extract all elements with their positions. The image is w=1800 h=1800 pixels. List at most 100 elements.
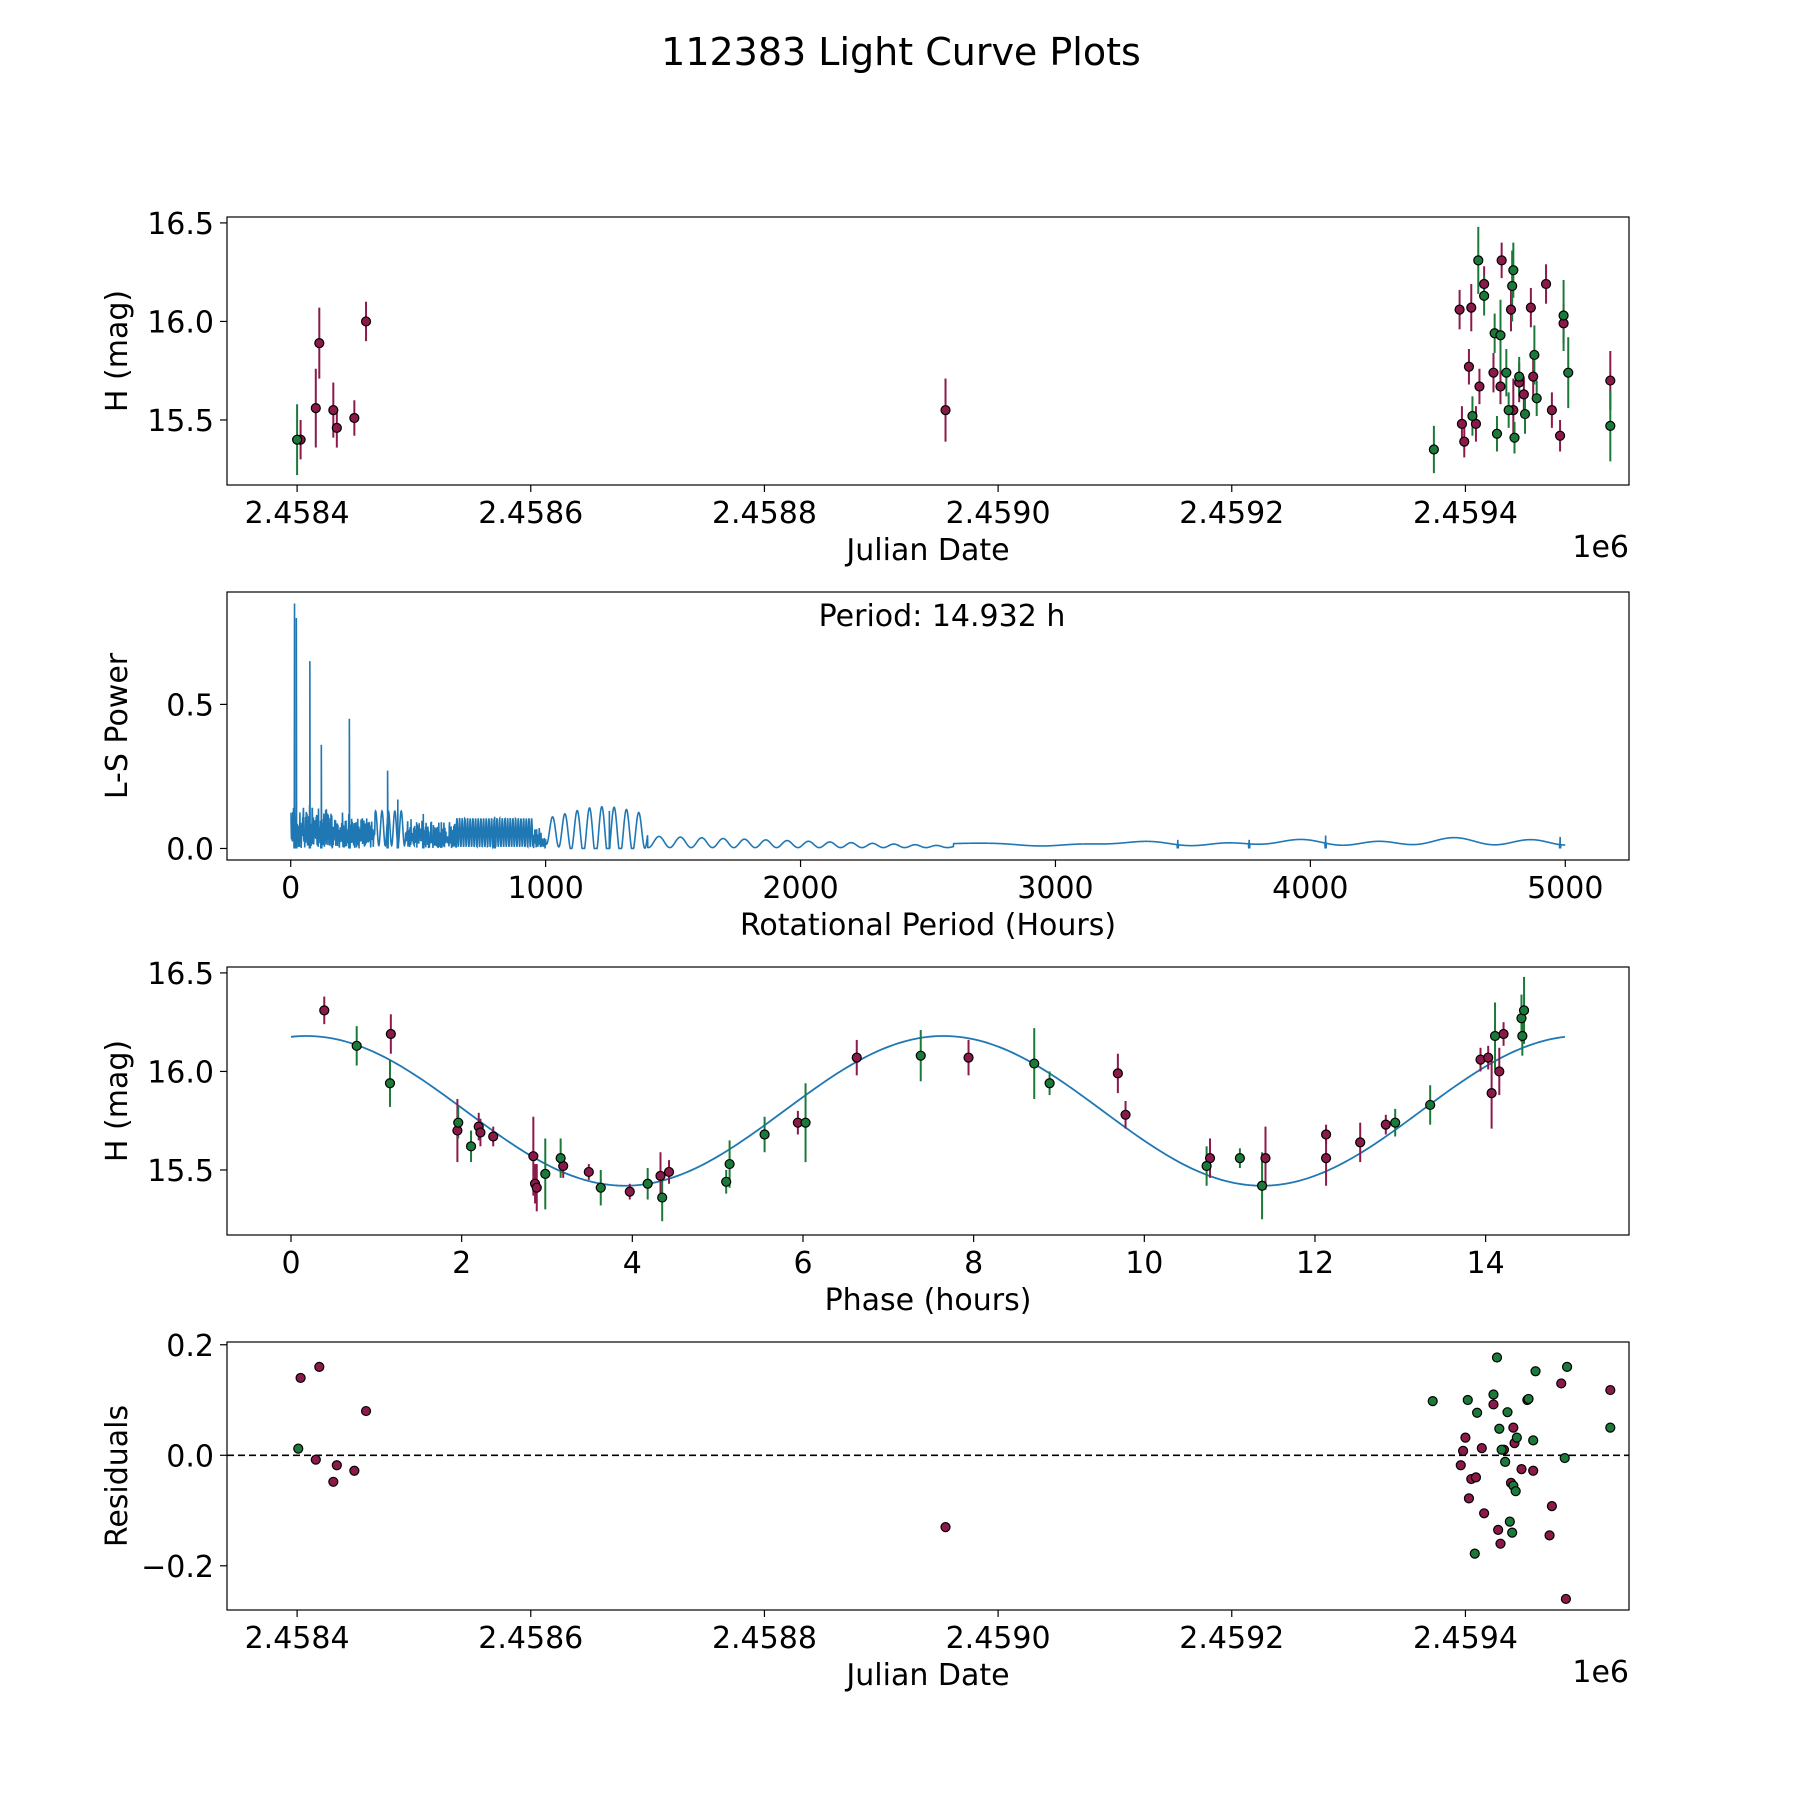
green-point [1500, 1456, 1511, 1468]
red-point [1120, 1109, 1131, 1120]
red-point [1463, 1493, 1475, 1504]
green-point [540, 1168, 551, 1180]
red-point [1528, 371, 1539, 382]
red-point [1518, 389, 1529, 400]
red-point [1546, 1501, 1557, 1512]
red-point [624, 1186, 635, 1197]
red-point [1488, 1399, 1499, 1410]
green-point [800, 1117, 811, 1128]
red-point [360, 316, 372, 327]
x-tick-label: 10 [1125, 1246, 1163, 1281]
plot-area [290, 976, 1566, 1222]
red-point [1320, 1153, 1332, 1164]
green-point [1256, 1180, 1268, 1191]
green-point [1496, 1444, 1507, 1455]
green-point [1472, 1407, 1483, 1418]
red-point [1463, 361, 1475, 372]
green-point [1563, 367, 1574, 378]
green-point [1201, 1160, 1212, 1172]
plot-area [292, 226, 1616, 476]
red-point [531, 1182, 542, 1193]
red-point [1454, 304, 1465, 315]
x-tick-label: 0 [281, 1246, 300, 1281]
x-tick-label: 2.4588 [712, 1621, 817, 1656]
green-point [1044, 1078, 1055, 1089]
x-axis-label: Julian Date [844, 1658, 1009, 1693]
x-tick-label: 2.4594 [1413, 496, 1518, 531]
axes-frame [226, 1341, 1630, 1611]
red-point [1540, 278, 1552, 290]
x-tick-label: 2.4584 [245, 1621, 350, 1656]
y-tick-label: 16.0 [147, 1055, 214, 1090]
red-point [1528, 1465, 1539, 1476]
axes-frame [226, 216, 1630, 486]
green-point [384, 1078, 396, 1089]
green-point [1523, 1393, 1534, 1405]
axes-frame [226, 591, 1630, 861]
green-point [642, 1178, 653, 1189]
red-point [310, 403, 321, 414]
red-point [319, 1005, 330, 1016]
x-tick-label: 1000 [507, 871, 583, 906]
x-tick-label: 6 [793, 1246, 812, 1281]
red-point [488, 1131, 499, 1142]
plot-area [227, 1352, 1629, 1605]
green-point [1558, 310, 1569, 321]
x-tick-label: 2.4588 [712, 496, 817, 531]
x-tick-label: 0 [281, 871, 300, 906]
red-point [1355, 1137, 1366, 1148]
red-point [1498, 1028, 1509, 1040]
red-point [331, 422, 342, 433]
red-point [1505, 304, 1517, 315]
periodogram-line [290, 603, 1566, 850]
green-point [595, 1182, 606, 1193]
red-point [1479, 1508, 1490, 1519]
red-point [1460, 1432, 1471, 1443]
green-point [351, 1040, 362, 1051]
model-curve [290, 1035, 1566, 1187]
x-tick-label: 12 [1296, 1246, 1334, 1281]
green-point [724, 1158, 735, 1170]
green-point [1531, 393, 1542, 404]
red-point [963, 1052, 974, 1063]
x-tick-label: 2.4590 [946, 1621, 1051, 1656]
x-axis-label: Phase (hours) [825, 1283, 1032, 1318]
periodogram-panel: 0 1000 2000 3000 4000 5000 0.0 0.5 Rotational Pe… [100, 591, 1630, 943]
green-point [1491, 428, 1503, 439]
red-point [1483, 1052, 1494, 1063]
phased-panel: 0 2 4 6 8 10 12 14 15.5 16.0 16.5 Phase (hours) H (m… [100, 957, 1630, 1318]
y-tick-label: −0.2 [141, 1550, 214, 1585]
x-tick-label: 14 [1467, 1246, 1505, 1281]
red-point [1525, 302, 1536, 313]
red-point [528, 1151, 539, 1162]
y-axis-label: H (mag) [100, 290, 135, 412]
red-point [940, 405, 951, 416]
red-point [1459, 436, 1470, 447]
y-axis-label: L-S Power [100, 652, 135, 799]
green-point [1390, 1117, 1401, 1128]
green-point [1428, 444, 1439, 455]
green-point [1517, 1030, 1528, 1042]
green-point [915, 1050, 926, 1061]
red-point [1466, 302, 1477, 313]
x-tick-label: 2 [452, 1246, 471, 1281]
red-point [940, 1522, 951, 1533]
x-tick-label: 2.4592 [1179, 496, 1284, 531]
x-tick-label: 5000 [1527, 871, 1603, 906]
red-point [1560, 1593, 1572, 1605]
green-point [1508, 265, 1519, 276]
green-point [721, 1176, 732, 1187]
green-point [1503, 405, 1514, 416]
y-tick-label: 0.5 [166, 688, 214, 723]
x-tick-label: 2000 [762, 871, 838, 906]
red-point [1546, 405, 1557, 416]
x-tick-label: 2.4594 [1413, 1621, 1518, 1656]
x-axis-label: Julian Date [844, 533, 1009, 568]
green-point [1511, 1432, 1522, 1443]
green-point [465, 1141, 477, 1152]
x-tick-label: 2.4590 [946, 496, 1051, 531]
red-point [360, 1405, 372, 1417]
red-point [331, 1460, 342, 1471]
green-point [1488, 1389, 1499, 1400]
